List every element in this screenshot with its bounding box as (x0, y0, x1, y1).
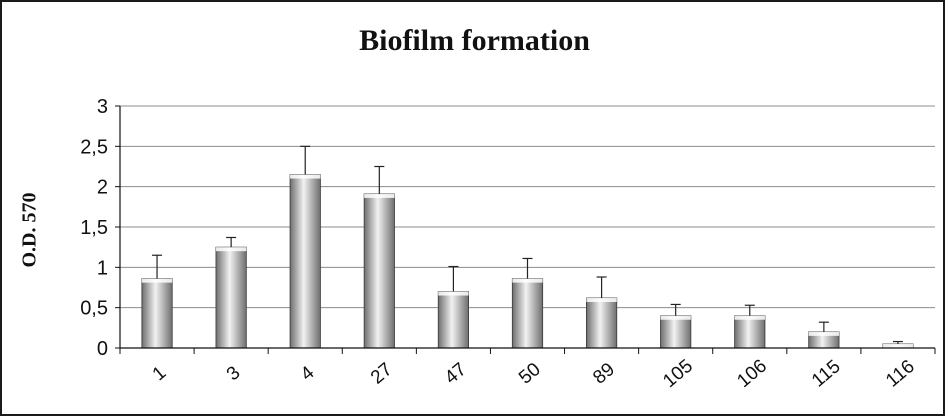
y-tick-label: 2 (97, 177, 108, 199)
x-tick-label: 105 (659, 356, 697, 392)
x-tick-label: 116 (882, 356, 919, 392)
bar (660, 315, 692, 349)
bar (141, 278, 173, 349)
bar-cap (364, 193, 395, 198)
bar-cap (141, 278, 173, 283)
chart-title: Biofilm formation (359, 24, 590, 57)
x-tick-label: 89 (589, 359, 619, 389)
bar-cap (438, 291, 469, 296)
bar-cap (660, 315, 691, 320)
bar (289, 174, 321, 349)
bar (734, 315, 766, 349)
y-tick-label: 3 (97, 96, 108, 118)
bar-cap (808, 331, 840, 336)
y-tick-label: 2,5 (80, 136, 108, 158)
bar (437, 291, 469, 349)
y-tick-label: 0,5 (80, 298, 108, 320)
bar-cap (512, 278, 543, 283)
y-tick-label: 1,5 (80, 217, 108, 239)
x-tick-label: 47 (441, 359, 471, 389)
bar-cap (215, 247, 247, 252)
bars (141, 145, 914, 349)
x-tick-label: 50 (515, 359, 545, 389)
x-tick-label: 27 (367, 359, 397, 389)
bar (511, 278, 544, 349)
axes: 0 0,5 1 1,5 2 2,5 3 1 3 4 27 47 50 89 105 106 115 116 (80, 96, 936, 392)
bar-cap (734, 315, 765, 320)
bar-cap (882, 343, 914, 348)
y-tick-label: 1 (97, 257, 108, 279)
x-tick-label: 4 (297, 362, 319, 385)
bar-cap (290, 174, 321, 179)
bar (363, 193, 395, 349)
bar-cap (586, 297, 617, 302)
y-tick-label: 0 (97, 338, 108, 360)
x-tick-label: 115 (808, 356, 845, 392)
x-tick-label: 106 (733, 356, 771, 392)
bar (586, 297, 618, 349)
x-tick-label: 3 (223, 362, 245, 385)
x-tick-label: 1 (149, 362, 171, 385)
bar (215, 246, 247, 349)
